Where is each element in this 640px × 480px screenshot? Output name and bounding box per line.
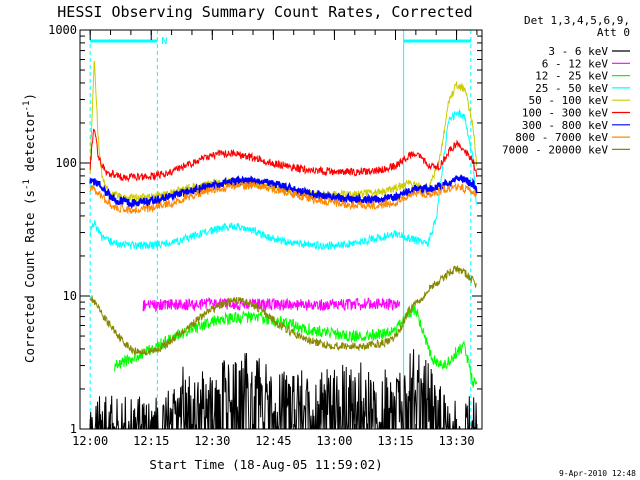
legend-entry-label: 3 - 6 keV (548, 45, 608, 58)
y-axis-ticks: 1 10 100 1000 (48, 23, 482, 436)
x-tick-label: 12:30 (194, 434, 230, 448)
series-line-4 (89, 60, 478, 202)
series-line-6 (89, 173, 478, 210)
series-line-0 (89, 349, 478, 430)
x-tick-label: 12:15 (133, 434, 169, 448)
legend-entry-label: 800 - 7000 keV (515, 131, 608, 144)
series-traces (89, 60, 478, 430)
y-axis-label-mid: detector (22, 111, 37, 179)
series-line-7 (89, 181, 478, 214)
series-line-5 (89, 128, 478, 183)
y-tick-label: 100 (55, 156, 77, 170)
legend-entry-label: 100 - 300 keV (522, 107, 608, 120)
y-axis-label-end: ) (22, 93, 37, 101)
plot-border (79, 29, 483, 430)
x-tick-label: 13:00 (316, 434, 352, 448)
flag-bars: N (89, 30, 472, 429)
x-axis-ticks: 12:00 12:15 12:30 12:45 13:00 13:15 13:30 (72, 30, 478, 448)
y-axis-label: Corrected Count Rate (s-1 detector-1) (22, 93, 37, 363)
legend-header-1: Det 1,3,4,5,6,9, (524, 14, 630, 27)
x-tick-label: 13:30 (438, 434, 474, 448)
series-line-8 (89, 265, 478, 357)
x-tick-label: 12:00 (72, 434, 108, 448)
x-tick-label: 13:15 (377, 434, 413, 448)
legend-entry-label: 300 - 800 keV (522, 119, 608, 132)
series-line-1 (142, 297, 401, 313)
y-tick-label: 1 (70, 422, 77, 436)
y-axis-label-sup1: -1 (22, 179, 32, 190)
legend-entry-label: 25 - 50 keV (535, 82, 608, 95)
legend-entry-label: 7000 - 20000 keV (502, 143, 608, 156)
legend-entry-label: 12 - 25 keV (535, 70, 608, 83)
legend-entry-label: 50 - 100 keV (529, 94, 609, 107)
legend-entry-label: 6 - 12 keV (542, 57, 609, 70)
y-tick-label: 10 (63, 289, 77, 303)
plot-frame (79, 29, 483, 430)
y-axis-label-main: Corrected Count Rate (s (22, 190, 37, 363)
flag-label: N (161, 36, 167, 47)
series-line-2 (114, 304, 478, 388)
legend-header-2: Att 0 (597, 26, 630, 39)
x-axis-label: Start Time (18-Aug-05 11:59:02) (149, 457, 382, 472)
series-line-3 (89, 108, 478, 251)
chart-title: HESSI Observing Summary Count Rates, Cor… (57, 3, 472, 21)
x-tick-label: 12:45 (255, 434, 291, 448)
time-stamp: 9-Apr-2010 12:48 (559, 469, 636, 478)
y-axis-label-sup2: -1 (22, 101, 32, 112)
y-tick-label: 1000 (48, 23, 77, 37)
